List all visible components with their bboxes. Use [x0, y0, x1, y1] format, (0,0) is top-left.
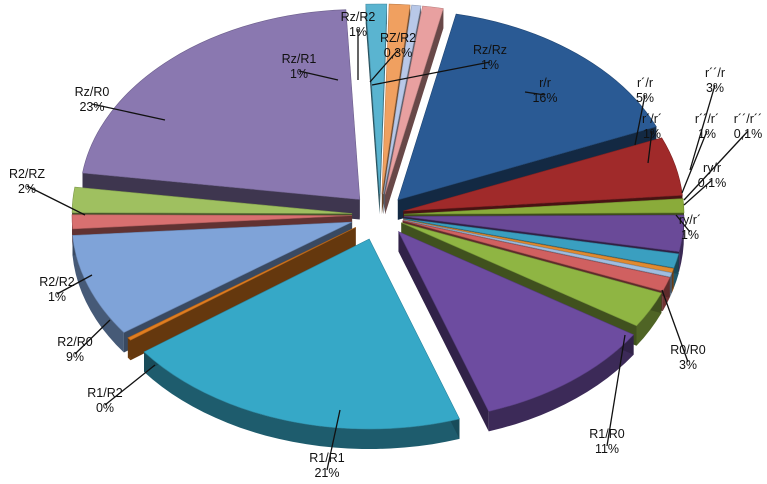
slice-wall-10-1	[398, 231, 489, 432]
slice-label-name: Rz/R0	[75, 85, 110, 99]
slice-label-value: 3%	[706, 81, 724, 95]
slice-r/r	[397, 13, 657, 201]
leader-line-8	[675, 214, 691, 233]
slice-R0/R0	[401, 222, 662, 327]
slice-Rz/R0	[82, 9, 361, 200]
slice-label-name: r´´/r	[705, 66, 725, 80]
leader-line-4	[689, 84, 716, 171]
leader-line-6	[683, 130, 749, 201]
slice-label-name: ry/r´	[679, 213, 701, 227]
slice-R1/R1	[143, 238, 460, 430]
leader-line-14	[56, 274, 93, 295]
slice-wall-20-1	[385, 8, 444, 215]
leader-line-9	[661, 289, 689, 363]
slice-ry/r	[402, 219, 673, 278]
slice-side-11	[144, 351, 460, 449]
slice-R2/RZ	[71, 186, 353, 214]
slice-r´´/r´´	[403, 219, 675, 273]
slice-label-name: R0/R0	[670, 343, 705, 357]
slice-label-name: r´´/r´´	[734, 112, 762, 126]
leader-line-19	[369, 49, 399, 83]
slice-label-value: 0%	[96, 401, 114, 415]
leader-line-7	[683, 179, 713, 206]
slice-label-value: 0,1%	[698, 176, 727, 190]
slice-R1/R2	[127, 227, 356, 341]
slice-label-value: 1%	[698, 127, 716, 141]
slice-wall-12-1	[127, 227, 356, 358]
slice-tops	[71, 3, 685, 430]
slice-side-4	[679, 215, 684, 272]
leader-line-15	[26, 185, 86, 216]
slice-label-name: RZ/R2	[380, 31, 416, 45]
slice-label-value: 1%	[48, 290, 66, 304]
slice-label-value: 23%	[79, 100, 104, 114]
slice-Rz/Rz	[384, 5, 444, 195]
slice-label-value: 0,3%	[384, 46, 413, 60]
slice-label-name: R2/R2	[39, 275, 74, 289]
slice-r´/r	[403, 137, 683, 212]
slice-label-name: R2/R0	[57, 335, 92, 349]
leader-line-1	[524, 91, 546, 96]
leader-line-12	[104, 364, 156, 406]
slice-label-name: r/r	[539, 76, 551, 90]
slice-R2/R0	[72, 221, 352, 333]
leader-line-17	[298, 70, 339, 81]
slice-R2/R2	[71, 214, 353, 230]
slice-label-name: Rz/Rz	[473, 43, 507, 57]
slice-label-name: r´/r	[637, 76, 653, 90]
slice-label-value: 1%	[481, 58, 499, 72]
slice-label-value: 16%	[532, 91, 557, 105]
leader-line-13	[74, 319, 111, 355]
slice-label-value: 5%	[636, 91, 654, 105]
slice-Rz/R1	[365, 3, 388, 195]
slice-R1/R0	[397, 230, 635, 412]
slice-label-value: 1%	[681, 228, 699, 242]
leader-line-2	[634, 94, 646, 146]
leader-lines	[26, 29, 749, 471]
slice-label-name: R1/R2	[87, 386, 122, 400]
leader-line-3	[647, 130, 653, 164]
slice-label-name: ry/r	[703, 161, 721, 175]
slice-label-value: 1%	[290, 67, 308, 81]
slice-label-value: 11%	[595, 442, 619, 456]
slice-r´´/r	[403, 214, 685, 253]
slice-label-name: Rz/R2	[341, 10, 376, 24]
slice-wall-17-0	[365, 4, 380, 215]
leader-line-20	[371, 61, 491, 86]
leader-line-5	[681, 130, 708, 194]
leader-line-11	[326, 409, 341, 471]
slice-label-value: 1%	[643, 127, 661, 141]
slice-RZ/R2	[383, 4, 422, 195]
slice-label-name: r´/r´	[642, 112, 662, 126]
slice-Rz/R2	[381, 3, 411, 195]
slice-label-name: r´´/r´	[695, 112, 719, 126]
slice-label-value: 9%	[66, 350, 84, 364]
slice-label-value: 0,1%	[734, 127, 763, 141]
slice-side-13	[72, 235, 124, 353]
slice-labels: r/r16%r´/r5%r´/r´1%r´´/r3%r´´/r´1%r´´/r´…	[9, 10, 762, 480]
leader-line-16	[91, 103, 166, 121]
slice-label-value: 3%	[679, 358, 697, 372]
slice-label-name: Rz/R1	[282, 52, 317, 66]
slice-label-name: R2/RZ	[9, 167, 45, 181]
slice-side-10	[488, 334, 634, 432]
slice-label-value: 1%	[349, 25, 367, 39]
leader-line-10	[606, 334, 626, 447]
slice-label-value: 21%	[314, 466, 339, 480]
slice-label-name: R1/R1	[309, 451, 344, 465]
slice-label-value: 2%	[18, 182, 36, 196]
slice-label-name: R1/R0	[589, 427, 624, 441]
slice-r´´/r´	[403, 218, 679, 269]
slice-r´/r´	[403, 198, 685, 215]
